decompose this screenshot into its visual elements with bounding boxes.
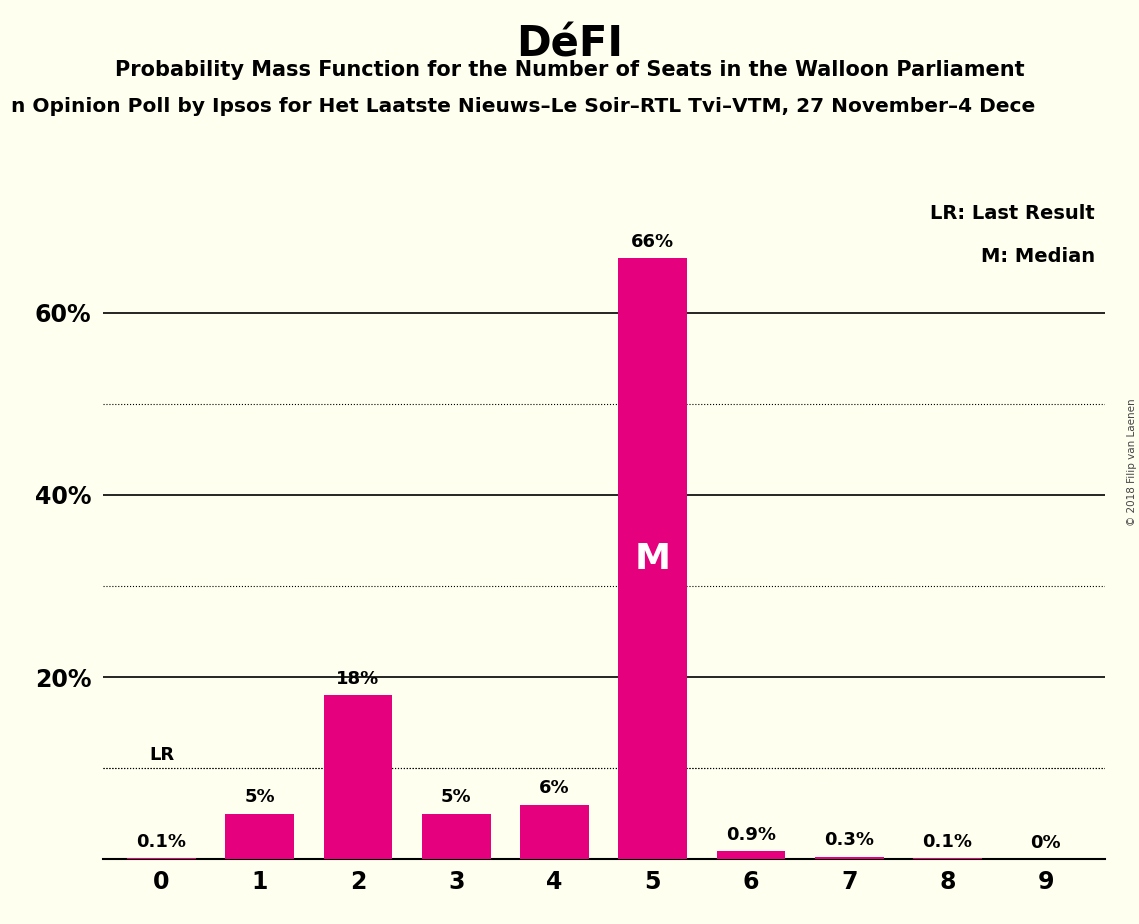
Text: 0.1%: 0.1% (923, 833, 973, 851)
Text: M: Median: M: Median (981, 248, 1095, 266)
Bar (421, 814, 491, 859)
Text: 0.9%: 0.9% (726, 826, 776, 844)
Text: 18%: 18% (336, 670, 379, 688)
Bar (226, 814, 294, 859)
Text: 0.3%: 0.3% (825, 832, 875, 849)
Text: DéFI: DéFI (516, 23, 623, 65)
Bar (716, 851, 786, 859)
Bar (323, 695, 393, 859)
Bar (618, 258, 687, 859)
Text: LR: Last Result: LR: Last Result (931, 204, 1095, 223)
Text: 5%: 5% (441, 788, 472, 807)
Text: LR: LR (149, 746, 174, 763)
Text: © 2018 Filip van Laenen: © 2018 Filip van Laenen (1126, 398, 1137, 526)
Text: Probability Mass Function for the Number of Seats in the Walloon Parliament: Probability Mass Function for the Number… (115, 60, 1024, 80)
Text: 6%: 6% (539, 779, 570, 797)
Bar (521, 805, 589, 859)
Text: 0.1%: 0.1% (137, 833, 187, 851)
Text: n Opinion Poll by Ipsos for Het Laatste Nieuws–Le Soir–RTL Tvi–VTM, 27 November–: n Opinion Poll by Ipsos for Het Laatste … (11, 97, 1035, 116)
Text: 5%: 5% (245, 788, 274, 807)
Text: 0%: 0% (1031, 834, 1062, 852)
Bar (814, 857, 884, 859)
Text: 66%: 66% (631, 233, 674, 250)
Text: M: M (634, 541, 671, 576)
